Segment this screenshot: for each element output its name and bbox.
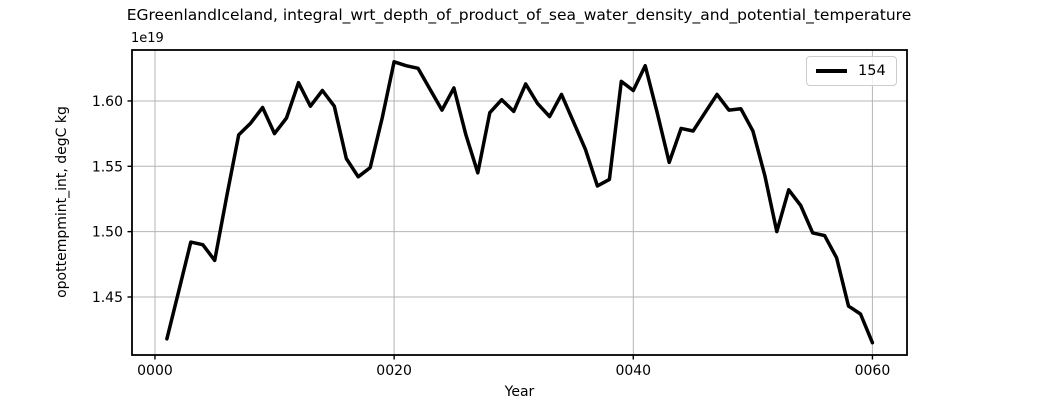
y-offset-label: 1e19: [131, 31, 164, 46]
x-tick-label: 0000: [137, 363, 173, 379]
chart-title: EGreenlandIceland, integral_wrt_depth_of…: [126, 6, 912, 24]
axes-frame: [131, 49, 908, 356]
legend: 154: [806, 56, 897, 86]
x-axis-label: Year: [504, 384, 535, 400]
data-line-154: [165, 60, 875, 345]
legend-label: 154: [858, 62, 886, 79]
x-tick-label: 0020: [376, 363, 412, 379]
y-tick-label: 1.60: [92, 94, 123, 110]
y-tick-label: 1.50: [92, 225, 123, 241]
y-tick-label: 1.55: [92, 159, 123, 175]
x-tick-label: 0040: [615, 363, 651, 379]
x-tick-label: 0060: [855, 363, 891, 379]
y-tick-label: 1.45: [92, 290, 123, 306]
legend-line-swatch: [816, 69, 847, 73]
